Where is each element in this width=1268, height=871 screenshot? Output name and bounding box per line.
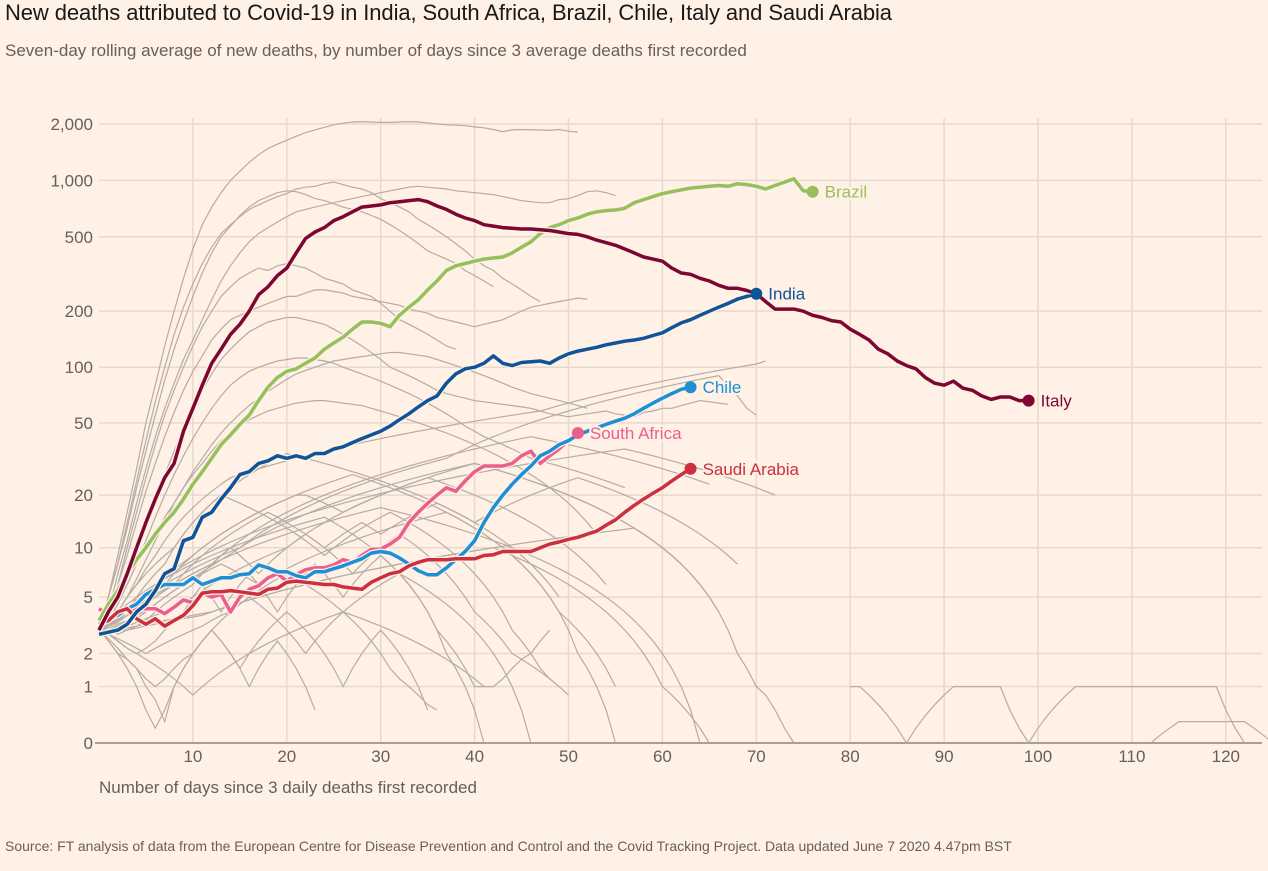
y-tick-label: 2	[84, 645, 93, 664]
brazil-label: Brazil	[825, 183, 868, 202]
x-tick-label: 80	[841, 747, 860, 766]
background-country-line	[98, 611, 429, 724]
background-country-line	[98, 629, 316, 730]
italy-end-marker	[1022, 394, 1035, 407]
x-tick-label: 40	[465, 747, 484, 766]
background-country-line	[99, 527, 795, 744]
saudi-arabia-end-marker	[684, 462, 697, 475]
background-series	[98, 120, 1268, 745]
y-tick-label: 10	[74, 539, 93, 558]
x-tick-label: 60	[653, 747, 672, 766]
background-country-line	[98, 573, 532, 744]
south-africa-end-marker	[571, 427, 584, 440]
y-tick-label: 2,000	[50, 115, 93, 134]
background-country-line	[98, 190, 494, 631]
series-labels: Brazil India Italy Chile South Africa Saudi A…	[571, 181, 1074, 481]
india-end-marker	[750, 287, 763, 300]
y-tick-label: 100	[65, 358, 93, 377]
saudi-arabia-line	[98, 467, 692, 628]
x-tick-label: 20	[277, 747, 296, 766]
background-country-line	[98, 289, 588, 631]
background-country-line	[98, 120, 578, 631]
chart-subtitle: Seven-day rolling average of new deaths,…	[5, 41, 747, 60]
background-country-line	[98, 181, 541, 631]
chart-title: New deaths attributed to Covid-19 in Ind…	[5, 0, 892, 25]
background-country-line	[98, 494, 569, 696]
brazil-line	[97, 177, 813, 622]
x-tick-label: 10	[183, 747, 202, 766]
y-tick-label: 5	[84, 588, 93, 607]
background-country-line	[98, 448, 776, 631]
x-tick-label: 70	[747, 747, 766, 766]
background-country-line	[98, 473, 617, 744]
background-country-line	[99, 533, 560, 688]
background-country-line	[98, 506, 701, 744]
y-tick-label: 200	[65, 302, 93, 321]
background-country-line	[98, 516, 551, 688]
y-tick-label: 1	[84, 678, 93, 697]
background-country-line	[98, 573, 438, 711]
background-country-line	[98, 360, 766, 631]
line-chart: 0 1 2 5 10 20 50 100 200 500 1,000 2,000 10 20 30 40 50…	[50, 115, 1268, 797]
grid-lines	[99, 118, 1262, 743]
highlighted-series	[96, 175, 1029, 638]
south-africa-line	[97, 431, 580, 618]
x-tick-label: 30	[371, 747, 390, 766]
india-line	[98, 292, 757, 637]
background-country-line	[98, 375, 757, 631]
italy-label: Italy	[1041, 392, 1073, 411]
x-tick-label: 120	[1212, 747, 1240, 766]
y-tick-label: 1,000	[50, 171, 93, 190]
y-tick-label: 0	[84, 734, 93, 753]
background-country-line	[98, 452, 560, 631]
x-tick-label: 110	[1118, 747, 1145, 766]
saudi-arabia-label: Saudi Arabia	[703, 460, 800, 479]
south-africa-label: South Africa	[590, 424, 682, 443]
y-tick-label: 20	[74, 486, 93, 505]
background-country-line	[98, 611, 485, 696]
background-country-line	[98, 185, 616, 631]
brazil-end-marker	[806, 185, 819, 198]
background-country-line	[850, 685, 1246, 745]
chile-end-marker	[684, 381, 697, 394]
italy-line	[97, 197, 1029, 631]
x-axis: 10 20 30 40 50 60 70 80 90 100 110 120	[95, 742, 1262, 766]
x-tick-label: 100	[1024, 747, 1052, 766]
source-note: Source: FT analysis of data from the Eur…	[5, 838, 1012, 854]
background-country-line	[1150, 720, 1268, 744]
x-axis-title: Number of days since 3 daily deaths firs…	[99, 778, 477, 797]
chile-line	[98, 385, 691, 623]
chile-label: Chile	[703, 378, 742, 397]
y-tick-label: 500	[65, 228, 93, 247]
y-tick-label: 50	[74, 414, 93, 433]
x-tick-label: 50	[559, 747, 578, 766]
y-axis: 0 1 2 5 10 20 50 100 200 500 1,000 2,000	[50, 115, 93, 753]
x-tick-label: 90	[935, 747, 954, 766]
india-label: India	[768, 285, 805, 304]
